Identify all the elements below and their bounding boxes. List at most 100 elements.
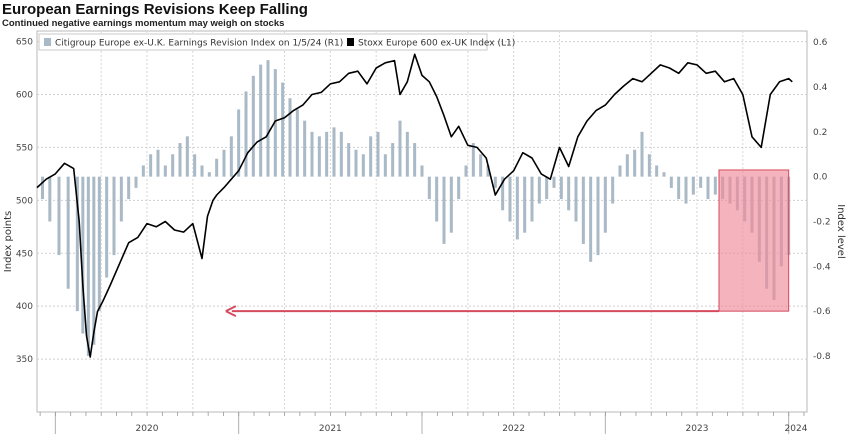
revision-bar [567,176,571,211]
revision-bar [486,165,490,177]
revision-bar [699,176,703,188]
plot-frame [36,30,808,413]
revision-bar [171,154,175,177]
revision-bar [105,176,109,278]
revision-bar [193,154,197,177]
revision-bar [163,165,167,177]
stoxx-line [36,53,793,358]
revision-bar [97,176,101,312]
revision-bar [141,165,145,177]
left-axis-title: Index points [3,211,14,272]
revision-bar [127,176,131,200]
revision-bar [86,176,90,356]
revision-bar [215,158,219,177]
right-tick-label: 0.4 [813,83,828,93]
right-tick-label: -0.6 [813,307,831,317]
revision-bar [376,131,380,177]
revision-bar [420,165,424,177]
revision-bar [552,176,556,188]
revision-bar [66,176,70,289]
revision-bar [288,98,292,177]
left-tick-label: 500 [16,196,33,206]
revision-bar [134,176,138,188]
revision-bar [273,69,277,177]
revision-bar [596,176,600,256]
revision-bar [266,60,270,177]
revision-bar [677,176,681,200]
revision-bar [640,131,644,177]
right-tick-label: 0.2 [813,128,827,138]
left-tick-label: 400 [16,302,33,312]
revision-bar [603,176,607,233]
right-tick-label: -0.4 [813,262,831,272]
revision-bar [559,176,563,200]
legend-label-stoxx: Stoxx Europe 600 ex-UK Index (L1) [358,39,515,49]
revision-bar [57,176,61,256]
revision-bar [383,154,387,177]
revision-bar [427,176,431,200]
revision-bar [317,136,321,177]
revision-bar [515,176,519,240]
revision-bar [501,176,505,211]
right-axis-title: Index level [835,204,846,259]
highlight-box [718,169,790,312]
left-tick-label: 550 [16,143,33,153]
revision-bar [332,127,336,177]
revision-bar [310,131,314,177]
right-tick-label: 0.6 [813,38,828,48]
revision-bar [369,136,373,177]
revision-bar [325,131,329,177]
revision-bar [618,165,622,177]
revision-bar [259,64,263,177]
year-label: 2024 [785,424,808,434]
legend-swatch-stoxx [347,38,354,46]
revision-bar [156,149,160,177]
revision-bar [200,165,204,177]
revision-bar [119,176,123,222]
revision-bar [508,176,512,222]
right-tick-label: 0.0 [813,173,828,183]
revision-bar [611,176,615,204]
revision-bar [81,176,85,334]
revision-bar [222,149,226,177]
revision-bar [589,176,593,262]
revision-bar [295,109,299,177]
revision-bar [530,176,534,222]
revision-bar [237,109,241,177]
revision-bar [207,172,211,177]
revision-bar [75,176,79,312]
revision-bar [391,143,395,177]
revision-bar [691,176,695,195]
legend-swatch-revision [44,38,51,46]
revision-bar [92,176,96,345]
revision-bar [545,176,549,200]
right-tick-label: -0.8 [813,352,831,362]
revision-bar [112,176,116,256]
revision-bar [413,143,417,177]
legend-label-revision: Citigroup Europe ex-U.K. Earnings Revisi… [55,39,343,49]
revision-bar [339,131,343,177]
left-tick-label: 650 [16,38,33,48]
revision-bar [464,165,468,177]
revision-bar [655,165,659,177]
year-label: 2020 [136,424,159,434]
revision-bar [581,176,585,244]
revision-bar [398,120,402,177]
revision-bar [405,131,409,177]
revision-bar [244,91,248,177]
revision-bar [178,143,182,177]
revision-bar [669,176,673,188]
chart-title: European Earnings Revisions Keep Falling [2,1,308,18]
revision-bar [303,120,307,177]
revision-bar [457,176,461,200]
arrow-head [225,305,237,318]
year-label: 2021 [319,424,342,434]
revision-bar [684,176,688,204]
revision-bar [537,176,541,204]
revision-bar [574,176,578,222]
revision-bar [523,176,527,233]
year-label: 2023 [686,424,709,434]
revision-bar [347,143,351,177]
